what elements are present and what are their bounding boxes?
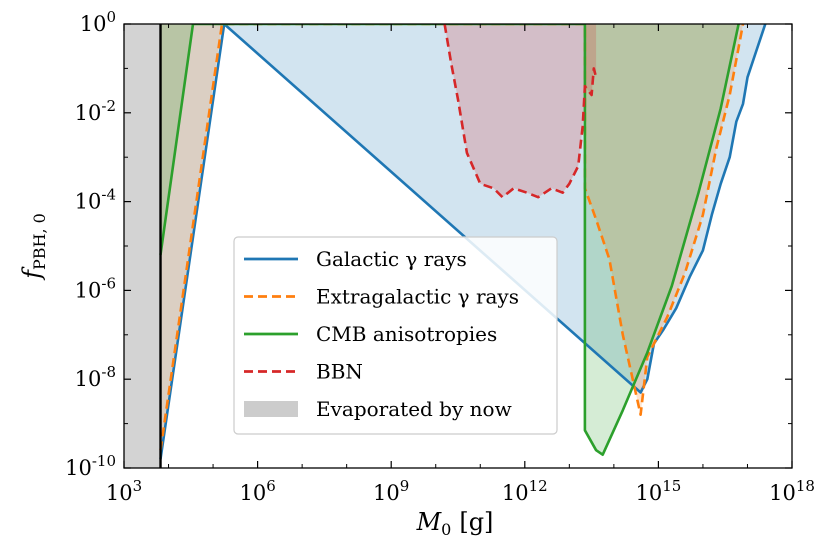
x-tick-label: 1012 [502,477,548,505]
y-axis-title-sub: PBH, 0 [30,213,49,270]
legend-label-evaporated-by-now: Evaporated by now [316,397,512,421]
legend-label-cmb-anisotropies: CMB anisotropies [316,322,497,346]
x-tick-label: 106 [239,477,275,505]
y-tick-label: 10-10 [65,452,116,480]
x-tick-label: 1015 [635,477,681,505]
y-axis-title: fPBH, 0 [18,213,49,281]
legend-label-extragalactic-rays: Extragalactic γ rays [316,285,519,309]
evaporated-region [124,24,161,468]
series-line-cmb-anisotropies [159,24,740,456]
series-fill-cmb-anisotropies [160,24,739,455]
series-fill-bbn [444,24,597,198]
x-tick-label: 1018 [769,477,815,505]
legend-box [233,236,558,435]
x-tick-label: 103 [106,477,142,505]
fills-layer [124,24,766,468]
series-fill-galactic-rays [160,24,766,460]
lines-layer [159,24,767,468]
x-axis-title: M0 [g] [416,508,494,539]
x-axis-title-base: M [416,508,443,536]
series-fill-extragalactic-rays [160,24,743,451]
y-tick-label: 10-8 [75,363,116,391]
x-axis-title-sub: 0 [441,520,451,539]
legend-swatch-evaporated-by-now [244,401,298,417]
y-tick-label: 10-6 [75,274,116,302]
y-tick-label: 10-4 [75,186,116,214]
legend-label-bbn: BBN [316,360,363,384]
ticks-layer: 103 106 109 1012 1015 1018 100 10-2 10-4 10-6 10-8… [65,8,815,505]
x-tick-label: 109 [373,477,409,505]
y-tick-label: 10-2 [75,97,116,125]
series-line-bbn [443,24,598,199]
x-axis-title-unit: [g] [459,508,493,536]
y-tick-label: 100 [80,8,116,36]
legend-entries: Galactic γ rays Extragalactic γ rays CMB a… [244,247,519,421]
legend: Galactic γ rays Extragalactic γ rays CMB a… [233,236,558,435]
legend-label-galactic-rays: Galactic γ rays [316,247,467,271]
